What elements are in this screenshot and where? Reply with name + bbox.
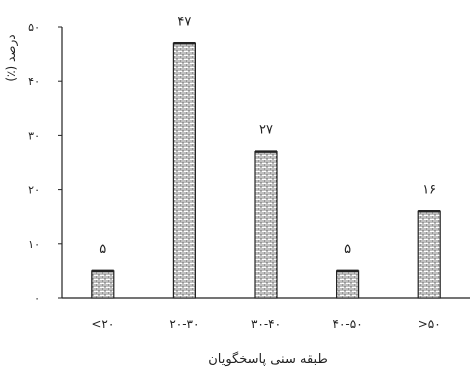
y-ticks: ۰ ۱۰ ۲۰ ۳۰ ۴۰ ۵۰ [28, 21, 62, 305]
x-axis-title: طبقه سنی پاسخگویان [208, 351, 328, 367]
bars [91, 42, 441, 299]
bar-value-label: ۲۷ [259, 123, 273, 138]
bar-0 [91, 270, 115, 299]
x-tick-label: >۵۰ [418, 317, 441, 331]
bar-value-label: ۵ [344, 242, 351, 257]
bar-1 [172, 42, 196, 299]
x-tick-label: ۳۰-۴۰ [251, 317, 281, 331]
y-tick-label: ۵۰ [28, 21, 40, 34]
x-tick-label: ۴۰-۵۰ [333, 317, 363, 331]
y-tick-label: ۰ [34, 292, 40, 305]
y-tick-label: ۱۰ [28, 238, 40, 251]
bar-value-label: ۱۶ [422, 182, 436, 197]
bar-value-label: ۵ [99, 242, 106, 257]
bar-3 [336, 270, 360, 299]
y-axis-title: (٪) درصد [4, 34, 19, 81]
x-tick-label: ۲۰-۳۰ [169, 317, 199, 331]
bar-4 [417, 210, 441, 299]
x-tick-labels: <۲۰ ۲۰-۳۰ ۳۰-۴۰ ۴۰-۵۰ >۵۰ [91, 317, 440, 331]
value-labels: ۵ ۴۷ ۲۷ ۵ ۱۶ [99, 14, 436, 257]
x-tick-label: <۲۰ [91, 317, 114, 331]
y-tick-label: ۴۰ [28, 75, 40, 88]
bar-value-label: ۴۷ [177, 14, 191, 29]
bar-2 [254, 151, 278, 299]
y-tick-label: ۲۰ [28, 184, 40, 197]
y-tick-label: ۳۰ [28, 129, 40, 142]
